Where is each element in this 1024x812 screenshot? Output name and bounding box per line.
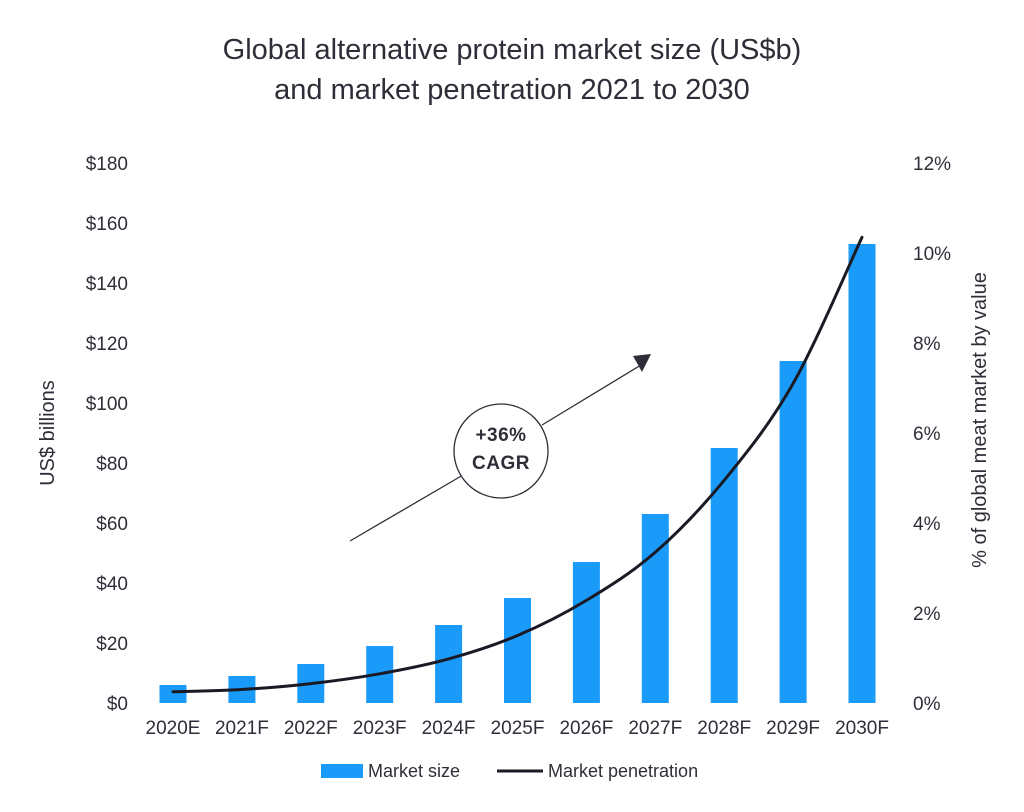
- left-tick-label: $140: [86, 274, 128, 295]
- legend-swatch-market-size: [321, 764, 363, 778]
- bar: [435, 625, 463, 703]
- left-axis-title: US$ billions: [37, 380, 59, 486]
- right-tick-label: 12%: [913, 154, 951, 175]
- right-axis-ticks: 0% 2% 4% 6% 8% 10% 12%: [913, 154, 951, 715]
- legend-label-market-penetration: Market penetration: [548, 761, 698, 781]
- x-tick-label: 2021F: [215, 718, 269, 739]
- x-tick-label: 2029F: [766, 718, 820, 739]
- chart-title: Global alternative protein market size (…: [0, 30, 1024, 110]
- chart-title-line-1: Global alternative protein market size (…: [222, 34, 802, 66]
- x-tick-label: 2023F: [353, 718, 407, 739]
- bar: [572, 562, 600, 703]
- legend-label-market-size: Market size: [368, 761, 460, 781]
- cagr-arrow-line-upper: [541, 364, 642, 426]
- right-tick-label: 8%: [913, 334, 941, 355]
- x-tick-label: 2025F: [491, 718, 545, 739]
- bar: [848, 244, 876, 703]
- left-tick-label: $180: [86, 154, 128, 175]
- legend: Market size Market penetration: [321, 761, 698, 781]
- bar: [159, 685, 187, 703]
- right-axis-title: % of global meat market by value: [969, 272, 991, 568]
- cagr-arrow-head: [633, 354, 651, 372]
- cagr-arrow-line-lower: [349, 474, 464, 542]
- right-tick-label: 0%: [913, 694, 941, 715]
- x-tick-label: 2024F: [422, 718, 476, 739]
- x-tick-label: 2022F: [284, 718, 338, 739]
- x-tick-label: 2026F: [559, 718, 613, 739]
- right-tick-label: 2%: [913, 604, 941, 625]
- left-tick-label: $40: [96, 574, 128, 595]
- left-tick-label: $100: [86, 394, 128, 415]
- bar: [504, 598, 531, 703]
- left-axis-ticks: $0 $20 $40 $60 $80 $100 $120 $140 $160 $180: [86, 154, 128, 715]
- left-tick-label: $160: [86, 214, 128, 235]
- left-tick-label: $20: [96, 634, 128, 655]
- right-tick-label: 10%: [913, 244, 951, 265]
- left-tick-label: $0: [107, 694, 128, 715]
- cagr-value: +36%: [475, 425, 526, 446]
- x-tick-label: 2020E: [146, 718, 201, 739]
- right-tick-label: 6%: [913, 424, 941, 445]
- x-tick-label: 2030F: [835, 718, 889, 739]
- x-tick-label: 2027F: [628, 718, 682, 739]
- left-tick-label: $120: [86, 334, 128, 355]
- right-tick-label: 4%: [913, 514, 941, 535]
- cagr-badge: [453, 403, 549, 499]
- left-tick-label: $80: [96, 454, 128, 475]
- x-axis-ticks: 2020E 2021F 2022F 2023F 2024F 2025F 2026F 2027F…: [146, 718, 889, 739]
- bar: [779, 361, 807, 703]
- market-penetration-line: [171, 235, 864, 694]
- x-tick-label: 2028F: [697, 718, 751, 739]
- cagr-label: CAGR: [472, 453, 530, 474]
- chart-title-line-2: and market penetration 2021 to 2030: [274, 74, 750, 106]
- bar: [710, 448, 738, 703]
- left-tick-label: $60: [96, 514, 128, 535]
